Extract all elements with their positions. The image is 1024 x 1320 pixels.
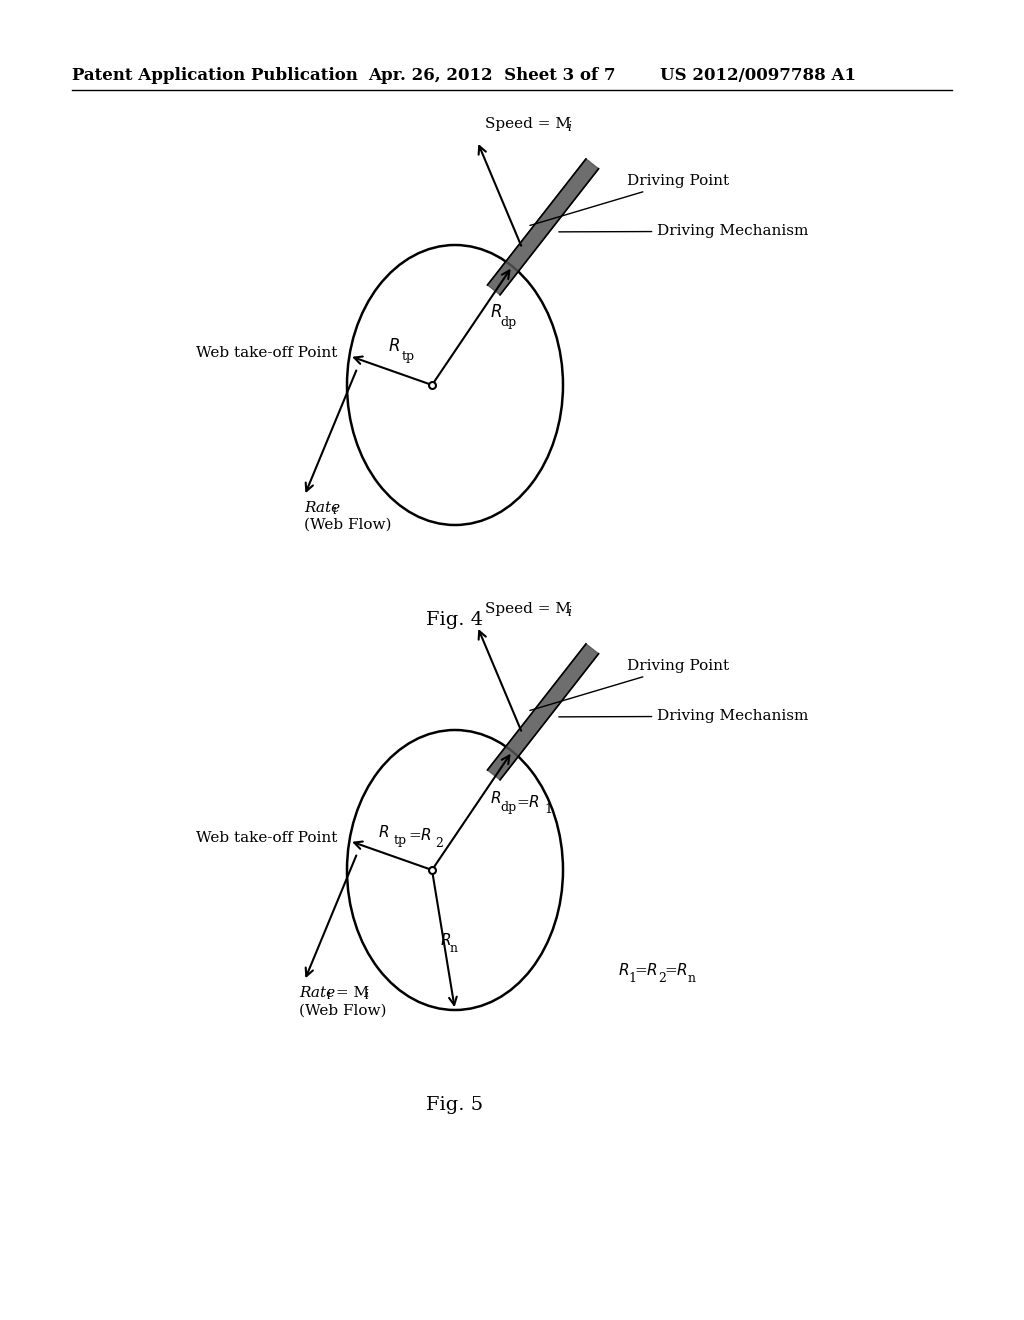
Text: Rate: Rate [299, 986, 336, 999]
Text: Fig. 5: Fig. 5 [426, 1096, 483, 1114]
Text: tp: tp [393, 834, 407, 847]
Text: (Web Flow): (Web Flow) [304, 517, 392, 532]
Text: Fig. 4: Fig. 4 [426, 611, 483, 630]
Text: Speed = M: Speed = M [485, 117, 571, 131]
Text: $R$: $R$ [440, 932, 452, 948]
Text: = M: = M [332, 986, 370, 999]
Text: $R$: $R$ [388, 338, 399, 355]
Polygon shape [487, 644, 599, 780]
Text: $R$: $R$ [490, 789, 502, 805]
Text: dp: dp [500, 315, 516, 329]
Text: i: i [567, 121, 571, 135]
Text: n: n [450, 941, 458, 954]
Text: 2: 2 [658, 972, 666, 985]
Text: Rate: Rate [304, 500, 341, 515]
Text: i: i [333, 504, 336, 517]
Text: (Web Flow): (Web Flow) [299, 1005, 387, 1018]
Polygon shape [487, 158, 599, 294]
Text: dp: dp [500, 801, 516, 813]
Text: i: i [365, 989, 369, 1002]
Text: =$R$: =$R$ [408, 828, 431, 843]
Text: n: n [688, 972, 696, 985]
Text: i: i [567, 606, 571, 619]
Text: 1: 1 [628, 972, 636, 985]
Text: Driving Point: Driving Point [529, 174, 729, 226]
Text: Patent Application Publication: Patent Application Publication [72, 66, 357, 83]
Text: 1: 1 [544, 803, 552, 816]
Text: Driving Point: Driving Point [529, 659, 729, 710]
Text: Driving Mechanism: Driving Mechanism [559, 709, 809, 723]
Text: 2: 2 [435, 837, 443, 850]
Text: $R$: $R$ [490, 304, 502, 321]
Text: tp: tp [401, 350, 415, 363]
Text: =$R$: =$R$ [664, 962, 688, 978]
Text: $R$: $R$ [618, 962, 629, 978]
Text: Apr. 26, 2012  Sheet 3 of 7: Apr. 26, 2012 Sheet 3 of 7 [368, 66, 615, 83]
Text: =$R$: =$R$ [516, 793, 540, 809]
Text: Web take-off Point: Web take-off Point [196, 346, 337, 360]
Text: $R$: $R$ [378, 825, 389, 841]
Text: Driving Mechanism: Driving Mechanism [559, 224, 809, 239]
Text: US 2012/0097788 A1: US 2012/0097788 A1 [660, 66, 856, 83]
Text: Web take-off Point: Web take-off Point [196, 830, 337, 845]
Text: i: i [327, 989, 331, 1002]
Text: Speed = M: Speed = M [485, 602, 571, 616]
Text: =$R$: =$R$ [634, 962, 658, 978]
